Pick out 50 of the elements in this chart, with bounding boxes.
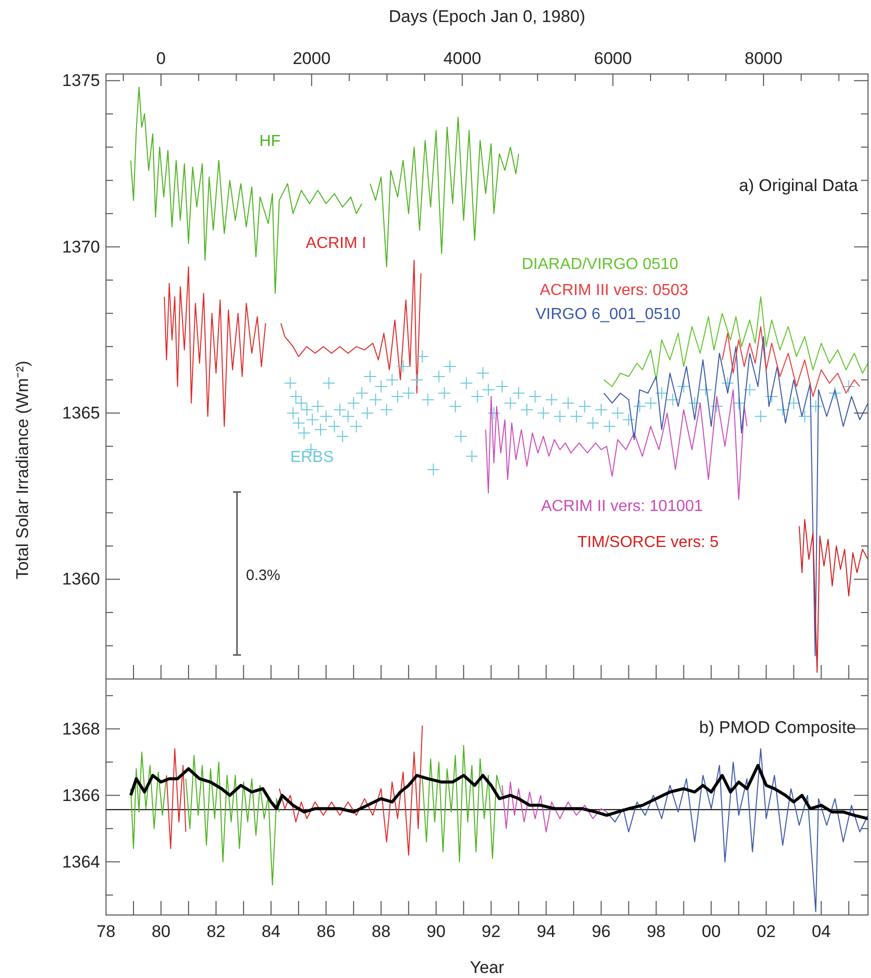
x-tick-label: 02 bbox=[756, 922, 776, 942]
x-tick-label: 80 bbox=[152, 922, 170, 942]
x-tick-label: 96 bbox=[592, 922, 611, 942]
y-tick-label: 1370 bbox=[62, 237, 100, 256]
x2-tick-label: 6000 bbox=[594, 49, 632, 68]
annotation: 0.3% bbox=[246, 567, 280, 584]
x-tick-label: 88 bbox=[372, 922, 391, 942]
line-series bbox=[278, 725, 423, 856]
y-tick-label: 1366 bbox=[62, 786, 100, 805]
series-label: ACRIM II vers: 101001 bbox=[541, 498, 704, 515]
text: TIM/SORCE vers: 5 bbox=[577, 534, 719, 551]
text: DIARAD/VIRGO 0510 bbox=[522, 256, 678, 273]
x-tick-label: 00 bbox=[702, 922, 721, 942]
x-tick-label: 92 bbox=[482, 922, 501, 942]
line-series bbox=[606, 748, 868, 912]
text: ACRIM I bbox=[306, 235, 366, 252]
series-label: ERBS bbox=[290, 449, 334, 466]
x2-tick-label: 8000 bbox=[744, 49, 782, 68]
x2-axis-title: Days (Epoch Jan 0, 1980) bbox=[388, 7, 586, 26]
annotation: b) PMOD Composite bbox=[699, 718, 856, 737]
y-axis-title: Total Solar Irradiance (Wm⁻²) bbox=[13, 360, 32, 580]
x-axis-title: Year bbox=[470, 958, 505, 977]
line-series bbox=[130, 752, 168, 850]
x-tick-label: 94 bbox=[536, 922, 556, 942]
x-tick-label: 84 bbox=[262, 922, 281, 942]
y-tick-label: 1375 bbox=[62, 71, 100, 90]
x-tick-label: 04 bbox=[812, 922, 831, 942]
text: VIRGO 6_001_0510 bbox=[536, 306, 681, 323]
text: HF bbox=[259, 133, 281, 150]
x-tick-label: 82 bbox=[206, 922, 226, 942]
text: ACRIM III vers: 0503 bbox=[540, 282, 688, 299]
x-tick-label: 90 bbox=[426, 922, 446, 942]
line-series bbox=[185, 754, 280, 886]
x-tick-label: 98 bbox=[646, 922, 666, 942]
line-series bbox=[166, 748, 186, 850]
line-series bbox=[485, 389, 748, 500]
line-series bbox=[722, 326, 860, 397]
line-series bbox=[502, 782, 608, 832]
annotation: a) Original Data bbox=[738, 176, 859, 195]
y-tick-label: 1368 bbox=[62, 719, 100, 738]
line-series bbox=[798, 518, 868, 673]
x2-tick-label: 2000 bbox=[292, 49, 331, 68]
y-tick-label: 1365 bbox=[62, 404, 100, 423]
y-tick-label: 1360 bbox=[62, 570, 100, 589]
x2-tick-label: 0 bbox=[156, 49, 166, 68]
y-tick-label: 1364 bbox=[62, 852, 100, 872]
x2-tick-label: 4000 bbox=[443, 49, 482, 68]
x-tick-label: 86 bbox=[316, 922, 336, 942]
x-tick-label: 78 bbox=[96, 922, 116, 942]
line-series bbox=[422, 744, 503, 862]
